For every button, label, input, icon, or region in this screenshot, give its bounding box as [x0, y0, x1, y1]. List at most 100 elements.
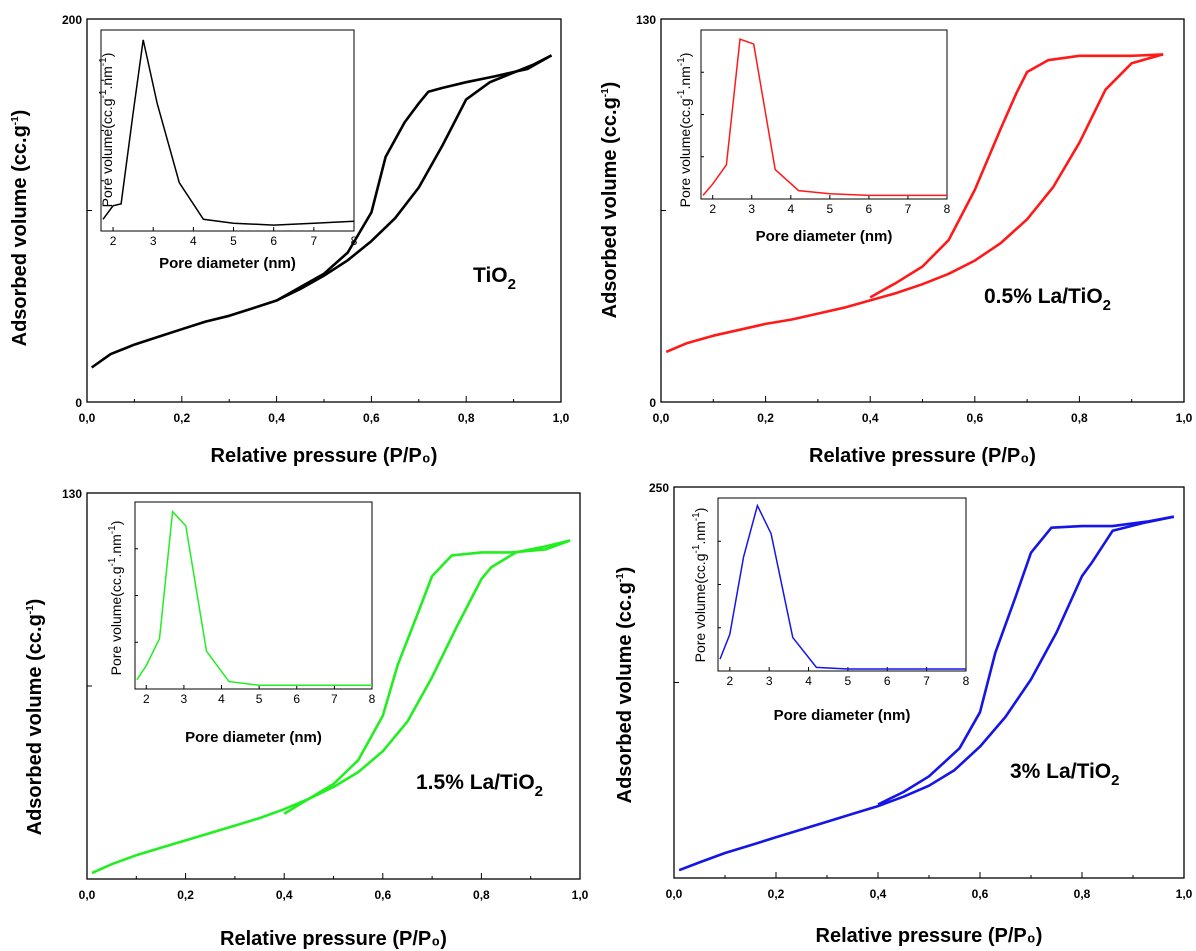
inset-chart: 2 3 4 5 6 7 8 Pore diameter (nm) Pore volume(cc.… — [107, 501, 376, 746]
inset-x-tick-label: 7 — [310, 234, 317, 248]
pore-size-distribution-line — [136, 509, 372, 686]
x-tick-label: 0,6 — [966, 411, 983, 425]
sample-label: 1.5% La/TiO2 — [416, 771, 543, 800]
x-tick-label: 0,6 — [374, 888, 391, 902]
y-tick-label: 0 — [649, 396, 656, 410]
x-axis-label: Relative pressure (P/P₀) — [816, 925, 1043, 947]
x-tick-label: 1,0 — [553, 411, 570, 425]
inset-x-tick-label: 4 — [805, 674, 812, 688]
x-tick-label: 0,2 — [768, 887, 785, 901]
inset-x-tick-label: 8 — [944, 202, 951, 216]
x-axis-label: Relative pressure (P/P₀) — [211, 445, 438, 467]
chart-panel-4: 0,0 0,2 0,4 0,6 0,8 1,0 250 Relative pressure (… — [614, 481, 1193, 947]
inset-y-axis-label: Pore volume(cc.g-1.nm-1) — [98, 53, 115, 208]
desorption-branch — [283, 539, 571, 815]
y-axis-label: Adsorbed volume (cc.g-1) — [614, 567, 636, 804]
inset-x-tick-label: 3 — [150, 234, 157, 248]
x-tick-label: 0,4 — [268, 411, 285, 425]
inset-x-tick-label: 8 — [351, 234, 358, 248]
y-tick-label: 130 — [62, 487, 82, 501]
x-tick-label: 1,0 — [1176, 411, 1193, 425]
y-tick-label: 130 — [636, 13, 656, 27]
y-axis-label: Adsorbed volume (cc.g-1) — [24, 599, 46, 836]
y-axis-label: Adsorbed volume (cc.g-1) — [9, 110, 31, 347]
chart-panel-2: 0,0 0,2 0,4 0,6 0,8 1,0 0 130 Relative pressure … — [599, 13, 1193, 467]
inset-x-tick-label: 4 — [787, 202, 794, 216]
inset-x-tick-label: 7 — [905, 202, 912, 216]
inset-frame — [700, 29, 948, 200]
x-tick-label: 0,4 — [862, 411, 879, 425]
adsorption-branch — [90, 54, 553, 369]
sample-label: 3% La/TiO2 — [1010, 760, 1120, 789]
x-tick-label: 0,0 — [653, 411, 670, 425]
inset-x-tick-label: 2 — [709, 202, 716, 216]
y-tick-label: 250 — [649, 481, 669, 495]
x-tick-label: 1,0 — [572, 888, 589, 902]
x-tick-label: 0,0 — [79, 888, 96, 902]
x-tick-label: 0,0 — [79, 411, 96, 425]
x-tick-label: 0,8 — [458, 411, 475, 425]
inset-x-tick-label: 5 — [256, 692, 263, 706]
y-axis-label: Adsorbed volume (cc.g-1) — [599, 82, 621, 319]
inset-x-axis-label: Pore diameter (nm) — [774, 707, 911, 724]
chart-panel-1: 0,0 0,2 0,4 0,6 0,8 1,0 0 200 Relative pressure … — [9, 13, 570, 467]
desorption-branch — [877, 515, 1175, 806]
pore-size-distribution-line — [702, 38, 947, 197]
inset-x-axis-label: Pore diameter (nm) — [756, 228, 893, 245]
inset-x-tick-label: 2 — [143, 692, 150, 706]
sample-label: TiO2 — [473, 264, 516, 293]
x-tick-label: 1,0 — [1176, 887, 1193, 901]
inset-x-tick-label: 6 — [270, 234, 277, 248]
inset-x-tick-label: 3 — [181, 692, 188, 706]
inset-x-tick-label: 6 — [866, 202, 873, 216]
x-tick-label: 0,6 — [972, 887, 989, 901]
x-tick-label: 0,6 — [363, 411, 380, 425]
pore-size-distribution-line — [102, 39, 355, 226]
inset-y-axis-label: Pore volume(cc.g-1.nm-1) — [107, 521, 124, 676]
x-tick-label: 0,8 — [1071, 411, 1088, 425]
inset-x-tick-label: 2 — [110, 234, 117, 248]
inset-x-tick-label: 6 — [293, 692, 300, 706]
inset-x-tick-label: 6 — [884, 674, 891, 688]
inset-x-tick-label: 5 — [827, 202, 834, 216]
x-tick-label: 0,2 — [757, 411, 774, 425]
inset-x-tick-label: 8 — [963, 674, 970, 688]
x-tick-label: 0,8 — [1074, 887, 1091, 901]
adsorption-branch — [678, 515, 1175, 872]
desorption-branch — [275, 54, 553, 302]
inset-x-tick-label: 3 — [748, 202, 755, 216]
inset-y-axis-label: Pore volume(cc.g-1.nm-1) — [691, 508, 708, 663]
inset-x-tick-label: 4 — [218, 692, 225, 706]
inset-frame — [100, 29, 355, 232]
x-axis-label: Relative pressure (P/P₀) — [809, 445, 1036, 467]
y-tick-label: 0 — [75, 396, 82, 410]
adsorption-branch — [91, 539, 571, 875]
inset-frame — [134, 501, 373, 690]
chart-panel-3: 0,0 0,2 0,4 0,6 0,8 1,0 130 Relative pressure (… — [24, 487, 589, 950]
x-tick-label: 0,4 — [276, 888, 293, 902]
x-tick-label: 0,2 — [177, 888, 194, 902]
x-tick-label: 0,2 — [173, 411, 190, 425]
inset-y-axis-label: Pore volume(cc.g-1.nm-1) — [676, 53, 693, 208]
inset-chart: 2 3 4 5 6 7 8 Pore diameter (nm) Pore volume(cc.… — [98, 29, 358, 272]
inset-x-axis-label: Pore diameter (nm) — [185, 729, 322, 746]
sample-label: 0.5% La/TiO2 — [984, 285, 1111, 314]
x-tick-label: 0,8 — [473, 888, 490, 902]
pore-size-distribution-line — [719, 503, 966, 670]
x-tick-label: 0,4 — [870, 887, 887, 901]
inset-x-tick-label: 5 — [845, 674, 852, 688]
inset-x-tick-label: 3 — [766, 674, 773, 688]
inset-x-axis-label: Pore diameter (nm) — [159, 255, 296, 272]
inset-frame — [717, 497, 967, 672]
inset-x-tick-label: 2 — [726, 674, 733, 688]
inset-x-tick-label: 4 — [190, 234, 197, 248]
inset-chart: 2 3 4 5 6 7 8 Pore diameter (nm) Pore volume(cc.… — [691, 497, 970, 724]
x-axis-label: Relative pressure (P/P₀) — [220, 928, 447, 950]
x-tick-label: 0,0 — [666, 887, 683, 901]
inset-x-tick-label: 8 — [369, 692, 376, 706]
desorption-branch — [869, 53, 1164, 299]
y-tick-label: 200 — [62, 13, 82, 27]
inset-x-tick-label: 7 — [923, 674, 930, 688]
adsorption-branch — [665, 53, 1164, 354]
